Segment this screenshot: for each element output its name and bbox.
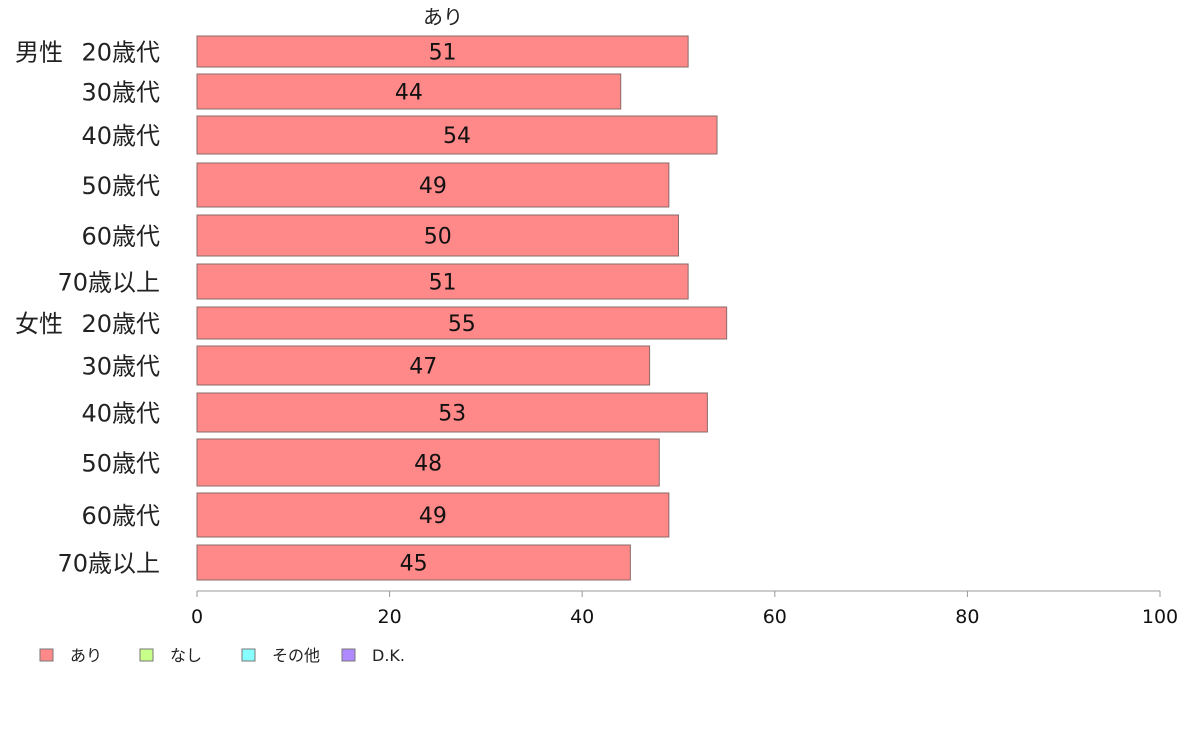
bar-value-label: 51 [429,41,457,66]
category-label: 50歳代 [81,172,160,200]
category-label: 40歳代 [81,400,160,428]
category-label: 30歳代 [81,79,160,107]
chart-title: あり [423,5,463,29]
bar [196,492,670,538]
bar-value-label: 48 [414,452,442,477]
category-label: 70歳以上 [57,269,160,297]
category-label: 60歳代 [81,502,160,530]
bar-value-label: 44 [395,81,423,106]
bar [196,345,651,386]
legend-label: D.K. [372,646,405,665]
bar [196,73,622,110]
bar [196,115,718,155]
group-label: 女性 [15,310,63,338]
category-label: 30歳代 [81,353,160,381]
x-tick-label: 40 [570,606,594,628]
x-tick-label: 80 [955,606,979,628]
bar [196,263,689,300]
legend-swatch [139,648,154,662]
legend-label: あり [70,646,102,665]
category-label: 20歳代 [81,310,160,338]
bar-value-label: 51 [429,271,457,296]
bar-value-label: 45 [400,552,428,577]
bar [196,392,708,433]
x-tick-label: 60 [763,606,787,628]
bar [196,306,728,340]
legend-swatch [241,648,256,662]
bar-value-label: 49 [419,174,447,199]
bar-value-label: 54 [443,124,471,149]
bar [196,544,631,581]
x-tick-label: 0 [191,606,203,628]
bar [196,438,660,487]
bar [196,35,689,68]
bar-value-label: 53 [438,402,466,427]
legend-label: その他 [272,646,320,665]
category-label: 20歳代 [81,39,160,67]
bar-value-label: 47 [409,355,437,380]
bar [196,214,679,257]
legend-swatch [341,648,356,662]
category-label: 70歳以上 [57,550,160,578]
x-tick-label: 100 [1142,606,1178,628]
bar-value-label: 49 [419,504,447,529]
group-label: 男性 [15,39,63,67]
category-label: 50歳代 [81,450,160,478]
bar [196,162,670,208]
bar-value-label: 55 [448,312,476,337]
category-label: 60歳代 [81,223,160,251]
legend-label: なし [170,646,202,665]
x-tick-label: 20 [378,606,402,628]
category-label: 40歳代 [81,122,160,150]
bar-value-label: 50 [424,225,452,250]
legend-swatch [39,648,54,662]
